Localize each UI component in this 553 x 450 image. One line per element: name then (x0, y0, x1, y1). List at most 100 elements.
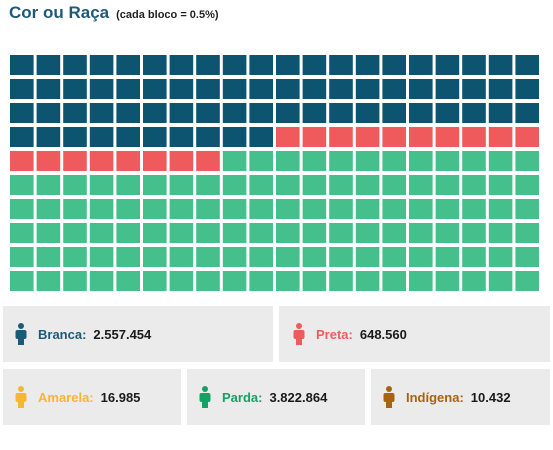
waffle-block-parda (462, 247, 486, 267)
waffle-block-parda (116, 271, 140, 291)
waffle-block-parda (89, 199, 114, 219)
waffle-block-preta (488, 127, 513, 147)
waffle-block-parda (89, 247, 114, 267)
chart-title-row: Cor ou Raça (cada bloco = 0.5%) (9, 3, 219, 23)
waffle-block-branca (249, 55, 273, 75)
waffle-block-branca (89, 127, 114, 147)
waffle-block-parda (515, 199, 539, 219)
waffle-block-parda (10, 199, 34, 219)
waffle-block-parda (196, 199, 220, 219)
legend-value: 3.822.864 (269, 389, 328, 405)
person-icon-legs (18, 400, 24, 408)
waffle-block-parda (63, 247, 87, 267)
chart-subtitle: (cada bloco = 0.5%) (116, 9, 219, 21)
waffle-block-parda (276, 175, 300, 195)
waffle-block-branca (302, 79, 327, 99)
waffle-block-parda (10, 271, 34, 291)
waffle-block-parda (355, 271, 380, 291)
waffle-block-parda (355, 151, 380, 171)
person-icon-body (15, 330, 27, 339)
waffle-block-branca (196, 55, 220, 75)
waffle-block-parda (329, 271, 353, 291)
waffle-block-parda (515, 151, 539, 171)
waffle-block-parda (435, 151, 460, 171)
waffle-block-parda (276, 223, 300, 243)
waffle-block-parda (355, 223, 380, 243)
waffle-block-parda (276, 271, 300, 291)
waffle-block-branca (276, 79, 300, 99)
waffle-block-branca (222, 127, 247, 147)
waffle-block-parda (302, 223, 327, 243)
person-icon (15, 386, 27, 408)
waffle-block-preta (116, 151, 140, 171)
waffle-block-parda (302, 151, 327, 171)
waffle-block-parda (276, 199, 300, 219)
waffle-block-parda (435, 199, 460, 219)
waffle-block-parda (382, 151, 406, 171)
waffle-block-parda (222, 247, 247, 267)
waffle-block-preta (143, 151, 167, 171)
waffle-block-preta (515, 127, 539, 147)
waffle-block-parda (143, 175, 167, 195)
waffle-block-branca (276, 55, 300, 75)
waffle-block-parda (302, 199, 327, 219)
waffle-block-parda (276, 247, 300, 267)
waffle-block-parda (116, 223, 140, 243)
waffle-block-parda (249, 247, 273, 267)
waffle-block-parda (462, 199, 486, 219)
waffle-block-branca (329, 103, 353, 123)
waffle-block-parda (462, 175, 486, 195)
waffle-block-parda (329, 223, 353, 243)
waffle-block-branca (63, 103, 87, 123)
waffle-block-branca (409, 79, 433, 99)
waffle-block-branca (169, 103, 194, 123)
waffle-block-parda (196, 175, 220, 195)
waffle-block-parda (329, 199, 353, 219)
waffle-block-parda (302, 175, 327, 195)
waffle-block-parda (249, 151, 273, 171)
waffle-block-preta (276, 127, 300, 147)
waffle-block-branca (515, 103, 539, 123)
waffle-block-branca (10, 55, 34, 75)
waffle-block-branca (116, 127, 140, 147)
waffle-block-parda (222, 151, 247, 171)
waffle-block-parda (143, 247, 167, 267)
waffle-block-branca (89, 103, 114, 123)
waffle-block-parda (488, 199, 513, 219)
waffle-block-parda (382, 271, 406, 291)
waffle-block-parda (488, 175, 513, 195)
waffle-block-parda (515, 223, 539, 243)
waffle-block-branca (462, 55, 486, 75)
waffle-block-parda (10, 247, 34, 267)
waffle-block-parda (10, 223, 34, 243)
legend-card-amarela: Amarela: 16.985 (3, 369, 181, 425)
waffle-block-parda (435, 271, 460, 291)
waffle-block-branca (89, 79, 114, 99)
legend-value: 2.557.454 (93, 326, 152, 342)
waffle-block-parda (36, 271, 61, 291)
chart-title: Cor ou Raça (9, 3, 110, 22)
waffle-block-branca (488, 55, 513, 75)
waffle-block-parda (515, 175, 539, 195)
waffle-chart (10, 55, 539, 291)
waffle-block-parda (515, 247, 539, 267)
waffle-block-branca (36, 79, 61, 99)
waffle-block-preta (36, 151, 61, 171)
waffle-block-parda (169, 271, 194, 291)
waffle-block-preta (196, 151, 220, 171)
waffle-block-parda (169, 199, 194, 219)
waffle-block-parda (196, 223, 220, 243)
waffle-block-parda (36, 247, 61, 267)
waffle-block-parda (382, 247, 406, 267)
waffle-block-parda (143, 199, 167, 219)
waffle-block-parda (249, 223, 273, 243)
person-icon-head (386, 386, 392, 392)
waffle-block-parda (488, 247, 513, 267)
waffle-block-parda (355, 199, 380, 219)
waffle-block-parda (409, 223, 433, 243)
person-icon-head (18, 386, 24, 392)
person-icon-legs (296, 337, 302, 345)
person-icon-head (296, 323, 302, 329)
waffle-block-parda (382, 175, 406, 195)
person-icon (199, 386, 211, 408)
